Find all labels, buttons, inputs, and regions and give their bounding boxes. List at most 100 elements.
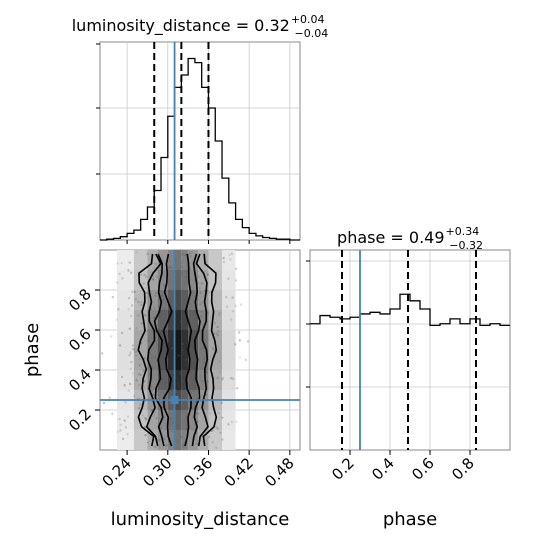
scatter-point [156, 393, 160, 397]
scatter-point [234, 304, 237, 308]
scatter-point [137, 372, 140, 376]
density-bin [198, 330, 209, 350]
density-bin [222, 270, 236, 290]
scatter-point [185, 364, 189, 368]
scatter-point [154, 446, 158, 449]
scatter-point [230, 252, 234, 255]
scatter-panel [99, 249, 301, 451]
title-phase-label: phase = 0.49 [337, 228, 444, 247]
x-tick-label-luminosity-distance: 0.30 [139, 454, 175, 490]
scatter-point [216, 325, 219, 329]
scatter-point [130, 360, 133, 364]
scatter-point [127, 389, 131, 392]
title-phase: phase = 0.49+0.34 −0.32 [337, 225, 483, 252]
scatter-point [196, 442, 199, 446]
density-bin [222, 430, 236, 450]
scatter-point [188, 377, 192, 381]
density-bin [116, 370, 134, 390]
scatter-point [198, 287, 201, 290]
density-bin [222, 250, 236, 270]
scatter-point [115, 318, 118, 321]
scatter-point [199, 347, 203, 350]
density-bin [133, 350, 148, 370]
scatter-point [191, 376, 195, 380]
scatter-point [196, 412, 200, 415]
x-tick-label-phase: 0.6 [408, 454, 438, 484]
xlabel-luminosity-distance: luminosity_distance [111, 509, 290, 530]
contour-line [137, 253, 155, 447]
scatter-point [181, 395, 185, 398]
scatter-point [138, 358, 141, 361]
scatter-point [215, 446, 218, 449]
scatter-point [215, 332, 219, 336]
scatter-point [167, 337, 170, 341]
x-tick-label-luminosity-distance: 0.48 [261, 454, 297, 490]
density-bin [174, 350, 182, 370]
density-bin [147, 370, 158, 390]
scatter-point [123, 419, 126, 422]
scatter-point [139, 403, 142, 406]
scatter-point [179, 371, 182, 375]
scatter-point [129, 351, 132, 354]
scatter-point [137, 314, 140, 317]
scatter-point [108, 396, 111, 399]
scatter-point [234, 279, 238, 282]
scatter-point [142, 369, 145, 372]
scatter-point [159, 426, 163, 429]
scatter-point [246, 340, 250, 343]
scatter-point [150, 409, 153, 413]
scatter-point [120, 375, 124, 379]
x-tick-label-phase: 0.4 [368, 454, 398, 484]
scatter-point [182, 352, 185, 355]
scatter-point [221, 377, 224, 380]
scatter-point [244, 358, 248, 362]
scatter-point [119, 429, 122, 432]
scatter-point [146, 329, 149, 332]
scatter-point [170, 346, 174, 350]
scatter-point [199, 375, 202, 378]
scatter-point [190, 370, 194, 373]
hist-panel-phase-frame [309, 249, 511, 451]
scatter-point [176, 305, 180, 308]
scatter-point [129, 314, 133, 318]
density-bin [188, 290, 199, 310]
scatter-point [188, 252, 191, 255]
density-bin [222, 350, 236, 370]
scatter-point [156, 389, 160, 392]
scatter-point [195, 397, 198, 400]
scatter-point [142, 414, 145, 417]
scatter-point [176, 280, 180, 283]
scatter-point [168, 423, 172, 426]
scatter-point [238, 339, 242, 342]
scatter-point [184, 270, 188, 273]
scatter-point [221, 378, 224, 381]
scatter-point [111, 295, 115, 299]
x-tick-label-phase: 0.2 [328, 454, 358, 484]
scatter-point [135, 354, 138, 358]
scatter-point [156, 327, 160, 331]
scatter-point [216, 376, 219, 380]
scatter-point [218, 360, 221, 363]
scatter-point [231, 310, 235, 313]
scatter-point [177, 385, 181, 388]
scatter-point [153, 356, 157, 359]
scatter-point [192, 378, 195, 381]
scatter-point [144, 314, 147, 317]
scatter-point [193, 379, 196, 382]
scatter-point [208, 435, 211, 439]
scatter-point [211, 429, 214, 432]
scatter-point [184, 275, 187, 279]
density-bin [116, 250, 134, 270]
scatter-point [161, 377, 164, 381]
scatter-point [121, 437, 125, 441]
scatter-point [235, 420, 238, 423]
density-bin [116, 310, 134, 330]
scatter-point [169, 259, 172, 262]
scatter-point [227, 423, 230, 426]
scatter-point [237, 331, 241, 334]
scatter-point [177, 276, 180, 279]
scatter-point [232, 377, 235, 381]
density-bin [167, 270, 175, 290]
scatter-point [170, 267, 173, 270]
density-bin [188, 270, 199, 290]
